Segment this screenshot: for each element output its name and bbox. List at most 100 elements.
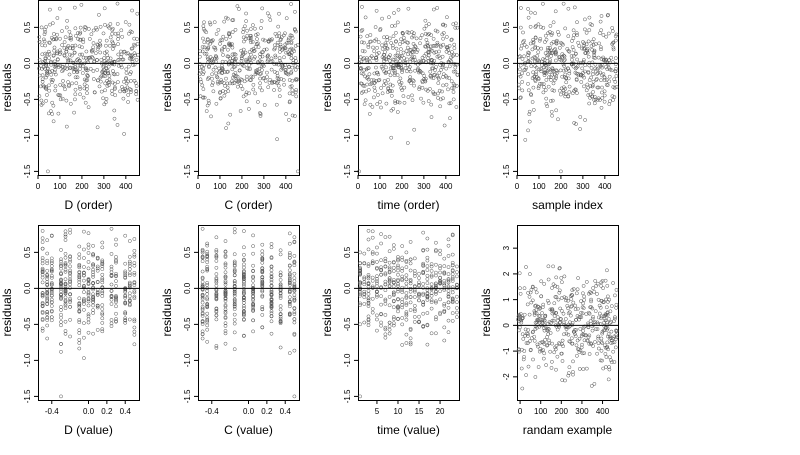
data-point (363, 15, 368, 20)
y-tick-label: 2 (502, 271, 511, 276)
data-point (609, 329, 614, 334)
data-point (230, 79, 234, 84)
data-point (559, 308, 564, 313)
data-point (546, 45, 550, 50)
data-point (551, 40, 556, 44)
data-point (260, 305, 265, 309)
data-point (439, 67, 443, 72)
data-point (110, 26, 115, 31)
data-point (114, 304, 118, 309)
data-point (418, 36, 423, 40)
data-point (581, 328, 586, 333)
data-point (603, 352, 608, 356)
data-point (422, 73, 427, 78)
data-point (63, 319, 68, 324)
data-point (538, 314, 542, 319)
data-point (43, 43, 48, 48)
y-tick-label: 0.5 (23, 21, 32, 33)
y-tick-label: -1.5 (23, 389, 32, 403)
y-tick-label: 3 (502, 245, 511, 250)
data-point (257, 111, 262, 115)
data-point (441, 42, 446, 47)
data-point (400, 30, 405, 35)
data-point (95, 264, 100, 269)
data-point (404, 310, 409, 314)
data-point (205, 260, 210, 265)
data-point (127, 31, 131, 36)
data-point (359, 40, 364, 45)
data-point (450, 311, 455, 315)
data-point (605, 13, 610, 18)
data-point (596, 297, 601, 302)
data-point (400, 303, 405, 307)
data-point (366, 45, 371, 49)
data-point (72, 110, 76, 115)
data-point (379, 302, 383, 307)
data-point (375, 289, 379, 294)
data-point (423, 76, 428, 81)
data-point (539, 67, 543, 71)
data-point (59, 342, 63, 346)
data-point (129, 55, 134, 60)
data-point (570, 91, 575, 96)
data-point (54, 36, 59, 41)
data-point (442, 310, 447, 314)
data-point (112, 116, 117, 121)
data-point (263, 38, 267, 43)
y-tick-label: 0.0 (502, 57, 511, 69)
data-point (214, 283, 219, 288)
data-point (276, 83, 281, 88)
data-point (235, 84, 240, 89)
data-point (220, 48, 224, 53)
data-point (292, 260, 297, 265)
data-point (68, 264, 72, 269)
data-point (253, 91, 258, 96)
data-point (445, 46, 450, 50)
data-point (542, 85, 546, 89)
data-point (368, 33, 373, 37)
data-point (129, 46, 134, 51)
data-point (232, 307, 237, 311)
data-point (366, 292, 371, 296)
data-point (442, 264, 447, 268)
y-tick-label: -1.5 (23, 164, 32, 178)
data-point (113, 85, 117, 90)
data-point (230, 45, 235, 50)
data-point (429, 273, 434, 278)
data-point (107, 74, 112, 78)
data-point (539, 294, 544, 299)
data-point (111, 71, 116, 76)
data-point (45, 291, 50, 296)
data-point (555, 285, 560, 289)
data-point (232, 227, 237, 231)
data-point (430, 58, 434, 63)
data-point (591, 69, 596, 74)
data-point (269, 271, 274, 276)
data-point (241, 94, 246, 99)
data-point (370, 250, 375, 255)
y-tick-label: 0.5 (343, 21, 352, 33)
data-point (95, 291, 100, 296)
data-point (613, 79, 618, 84)
y-axis-label: residuals (160, 288, 174, 336)
y-tick-label: -1.0 (343, 128, 352, 142)
data-point (293, 56, 298, 60)
data-point (132, 342, 137, 347)
data-point (223, 90, 228, 95)
data-point (127, 299, 132, 304)
data-point (67, 66, 72, 71)
data-point (557, 288, 562, 293)
data-point (269, 265, 274, 269)
data-point (614, 329, 619, 333)
data-point (86, 303, 91, 308)
data-point (614, 66, 618, 71)
y-tick-label: 0.0 (23, 57, 32, 69)
data-point (584, 280, 589, 284)
data-point (588, 319, 593, 323)
y-tick-label: -0.5 (343, 317, 352, 331)
data-point (391, 34, 396, 39)
data-point (91, 41, 96, 45)
data-point (296, 169, 300, 174)
data-point (95, 305, 100, 310)
data-point (49, 289, 54, 293)
